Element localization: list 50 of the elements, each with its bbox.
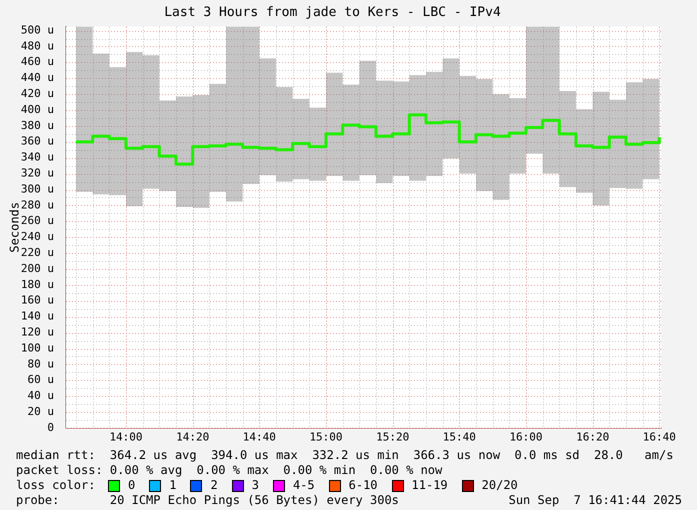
- text: 0: [128, 478, 136, 493]
- y-tick-label: 360 u: [20, 134, 54, 148]
- y-tick-label: 500 u: [20, 23, 54, 36]
- text: 20/20: [482, 478, 518, 493]
- y-tick-label: 80 u: [28, 357, 54, 370]
- y-tick-label: 200 u: [20, 262, 54, 275]
- y-tick-label: 480 u: [20, 39, 54, 52]
- y-tick-label: 120 u: [20, 325, 54, 338]
- text: loss color:: [16, 478, 96, 493]
- y-tick-label: 160 u: [20, 294, 54, 307]
- y-tick-label: 180 u: [20, 278, 54, 291]
- y-tick-label: 0: [47, 420, 54, 434]
- y-tick-label: 400 u: [20, 102, 54, 116]
- x-tick-label: 16:40: [642, 430, 676, 444]
- y-tick-label: 340 u: [20, 150, 54, 164]
- y-tick-label: 20 u: [28, 404, 54, 418]
- x-tick-label: 14:20: [176, 430, 210, 444]
- x-tick-label: 15:20: [376, 430, 410, 444]
- y-tick-label: 280 u: [20, 198, 54, 212]
- y-tick-label: 100 u: [20, 341, 54, 354]
- x-tick-label: 16:20: [576, 430, 610, 444]
- y-tick-label: 40 u: [28, 389, 54, 402]
- y-tick-label: 60 u: [28, 373, 54, 386]
- text: 1: [169, 478, 176, 493]
- y-axis-title: Seconds: [7, 202, 22, 253]
- x-tick-label: 14:40: [242, 430, 276, 444]
- y-tick-label: 260 u: [20, 214, 54, 228]
- y-tick-label: 460 u: [20, 55, 54, 68]
- x-tick-label: 14:00: [109, 430, 143, 444]
- text: 6-10: [348, 478, 378, 493]
- text: 4-5: [292, 478, 315, 493]
- x-tick-label: 15:40: [442, 430, 476, 444]
- y-tick-label: 240 u: [20, 230, 54, 244]
- y-tick-label: 320 u: [20, 166, 54, 180]
- text: probe: 20 ICMP Echo Pings (56 Bytes) every 300s: [16, 493, 399, 508]
- text: packet loss: 0.00 % avg 0.00 % max 0.00 % min 0.00 % now: [16, 463, 442, 478]
- chart-title: Last 3 Hours from jade to Kers - LBC - IPv4: [164, 5, 501, 20]
- text: 2: [210, 478, 218, 493]
- text: 11-19: [412, 478, 448, 493]
- x-tick-label: 15:00: [309, 430, 343, 444]
- text: Sun Sep 7 16:41:44 2025: [508, 493, 682, 508]
- y-tick-label: 300 u: [20, 182, 54, 196]
- text: median rtt: 364.2 us avg 394.0 us max 332.2 us min 366.3 us now 0.0 ms sd 28.0 am/s: [16, 448, 674, 463]
- y-tick-label: 220 u: [20, 246, 54, 259]
- text: 3: [252, 478, 259, 493]
- x-tick-label: 16:00: [509, 430, 543, 444]
- y-tick-label: 140 u: [20, 310, 54, 323]
- y-tick-label: 440 u: [20, 71, 54, 84]
- y-tick-label: 420 u: [20, 87, 54, 100]
- y-tick-label: 380 u: [20, 118, 54, 132]
